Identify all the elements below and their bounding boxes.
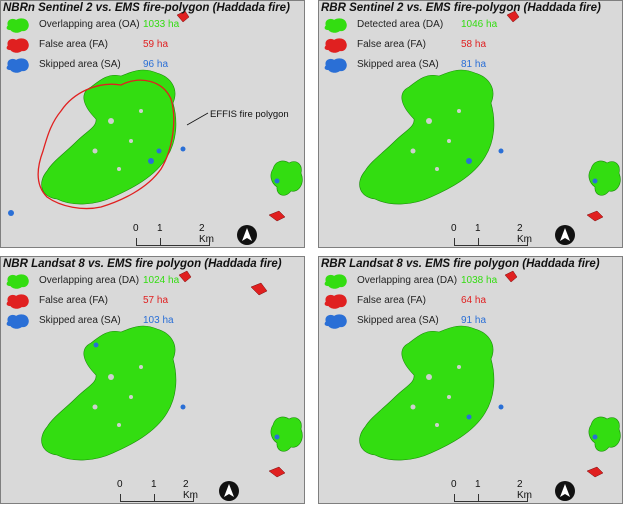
panel-title: NBR Landsat 8 vs. EMS fire polygon (Hadd… (3, 258, 282, 270)
scale-bar: 0 1 2 Km (133, 223, 214, 247)
scale-label: 2 Km (183, 479, 198, 501)
false-area-swatch-icon (6, 294, 29, 309)
detected-swatch-icon (324, 18, 347, 33)
legend-label: Skipped area (SA) (39, 315, 121, 326)
legend-label: False area (FA) (39, 295, 108, 306)
north-arrow-icon (555, 481, 575, 501)
legend-label: Detected area (DA) (357, 19, 444, 30)
legend-item-overlap: Overlapping area (OA) 1033 ha (5, 16, 265, 36)
legend-value: 81 ha (461, 59, 487, 70)
scale-label: 1 (151, 479, 157, 490)
scale-label: 0 (451, 223, 457, 234)
legend-value: 58 ha (461, 39, 487, 50)
map-panel-rbr-landsat8: RBR Landsat 8 vs. EMS fire polygon (Hadd… (318, 256, 623, 504)
skipped-swatch-icon (6, 314, 29, 329)
scale-label: 1 (475, 479, 481, 490)
scale-label: 2 Km (517, 479, 532, 501)
legend-label: Overlapping area (OA) (39, 19, 140, 30)
overlap-swatch-icon (6, 18, 29, 33)
legend-label: False area (FA) (357, 295, 426, 306)
scale-label: 0 (451, 479, 457, 490)
map-canvas (41, 270, 303, 478)
map-panel-nbr-landsat8: NBR Landsat 8 vs. EMS fire polygon (Hadd… (0, 256, 305, 504)
legend-item-false-area: False area (FA) 57 ha (5, 292, 265, 312)
legend-item-skipped: Skipped area (SA) 81 ha (323, 56, 583, 76)
map-panel-rbr-sentinel2: RBR Sentinel 2 vs. EMS fire-polygon (Had… (318, 0, 623, 248)
legend-value: 1046 ha (461, 19, 498, 30)
panel-title: RBR Landsat 8 vs. EMS fire polygon (Hadd… (321, 258, 600, 270)
map-canvas (359, 10, 621, 222)
skipped-swatch-icon (6, 58, 29, 73)
scale-label: 2 Km (517, 223, 532, 245)
legend-value: 57 ha (143, 295, 169, 306)
legend-label: Skipped area (SA) (357, 315, 439, 326)
legend-item-skipped: Skipped area (SA) 103 ha (5, 312, 265, 332)
legend: Overlapping area (OA) 1033 ha False area… (5, 16, 265, 76)
north-arrow-icon (237, 225, 257, 245)
map-panel-nbrn-sentinel2: NBRn Sentinel 2 vs. EMS fire-polygon (Ha… (0, 0, 305, 248)
skipped-swatch-icon (324, 314, 347, 329)
legend-item-detected: Detected area (DA) 1046 ha (323, 16, 583, 36)
false-area-swatch-icon (324, 294, 347, 309)
scale-label: 0 (117, 479, 123, 490)
legend-item-false-area: False area (FA) 58 ha (323, 36, 583, 56)
legend-value: 103 ha (143, 315, 174, 326)
north-arrow-icon (555, 225, 575, 245)
false-area-swatch-icon (6, 38, 29, 53)
legend-value: 96 ha (143, 59, 169, 70)
legend-value: 64 ha (461, 295, 487, 306)
legend-label: Overlapping area (DA) (39, 275, 140, 286)
legend: Detected area (DA) 1046 ha False area (F… (323, 16, 583, 76)
scale-bar: 0 1 2 Km (451, 479, 532, 503)
legend-value: 1033 ha (143, 19, 180, 30)
legend-item-overlap: Overlapping area (DA) 1024 ha (5, 272, 265, 292)
overlap-swatch-icon (6, 274, 29, 289)
scale-label: 2 Km (199, 223, 214, 245)
scale-bar: 0 1 2 Km (451, 223, 532, 247)
legend-item-false-area: False area (FA) 64 ha (323, 292, 583, 312)
legend: Overlapping area (DA) 1024 ha False area… (5, 272, 265, 332)
false-area-swatch-icon (324, 38, 347, 53)
north-arrow-icon (219, 481, 239, 501)
map-canvas (8, 10, 303, 222)
scale-label: 1 (475, 223, 481, 234)
scale-label: 0 (133, 223, 139, 234)
legend-item-false-area: False area (FA) 59 ha (5, 36, 265, 56)
scale-label: 1 (157, 223, 163, 234)
legend-label: False area (FA) (357, 39, 426, 50)
legend-item-skipped: Skipped area (SA) 91 ha (323, 312, 583, 332)
panel-title: RBR Sentinel 2 vs. EMS fire-polygon (Had… (321, 2, 601, 14)
legend-label: Skipped area (SA) (357, 59, 439, 70)
legend-label: Skipped area (SA) (39, 59, 121, 70)
map-canvas (359, 270, 621, 478)
legend-value: 1024 ha (143, 275, 180, 286)
legend-item-overlap: Overlapping area (DA) 1038 ha (323, 272, 583, 292)
overlap-swatch-icon (324, 274, 347, 289)
legend-item-skipped: Skipped area (SA) 96 ha (5, 56, 265, 76)
legend: Overlapping area (DA) 1038 ha False area… (323, 272, 583, 332)
efffis-polygon-annotation: EFFIS fire polygon (210, 109, 289, 120)
legend-value: 1038 ha (461, 275, 498, 286)
legend-label: False area (FA) (39, 39, 108, 50)
legend-value: 59 ha (143, 39, 169, 50)
skipped-swatch-icon (324, 58, 347, 73)
scale-bar: 0 1 2 Km (117, 479, 198, 503)
legend-label: Overlapping area (DA) (357, 275, 458, 286)
panel-title: NBRn Sentinel 2 vs. EMS fire-polygon (Ha… (3, 2, 290, 14)
legend-value: 91 ha (461, 315, 487, 326)
